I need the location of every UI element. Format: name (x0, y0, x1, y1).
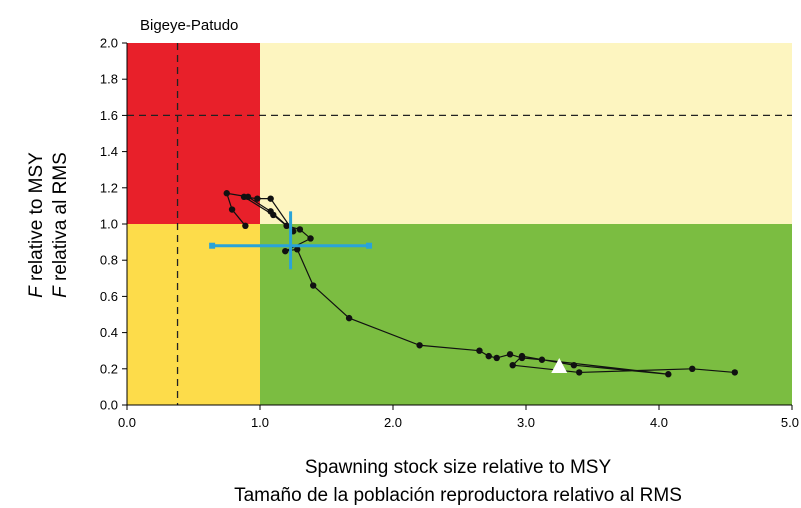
data-point (665, 371, 672, 378)
data-point (485, 352, 492, 360)
x-axis-title-en: Spawning stock size relative to MSY (305, 457, 612, 478)
series-layer (223, 190, 739, 378)
data-point (267, 208, 274, 215)
y-axis-title-es-rest: relativa al RMS (50, 152, 71, 286)
y-axis-title-es-italic: F (50, 285, 71, 298)
y-axis-title-es: F relativa al RMS (50, 152, 71, 298)
data-point (345, 314, 353, 322)
reference-lines-layer (127, 43, 792, 405)
data-point (576, 369, 583, 376)
x-axis-title-es: Tamaño de la población reproductora rela… (234, 485, 682, 506)
y-tick-label: 2.0 (100, 36, 118, 51)
y-axis-title-en: F relative to MSY (26, 152, 47, 298)
y-tick-label: 0.6 (100, 289, 118, 304)
data-point (689, 365, 696, 372)
confidence-interval-layer (209, 211, 373, 270)
x-tick-label: 3.0 (517, 415, 535, 430)
data-point (476, 347, 483, 354)
data-point (506, 351, 514, 358)
y-tick-label: 0.0 (100, 398, 118, 413)
data-point (244, 193, 252, 201)
x-tick-label: 0.0 (118, 415, 136, 430)
data-point (254, 195, 261, 202)
x-tick-label: 4.0 (650, 415, 668, 430)
data-point (282, 247, 289, 255)
zone-red (127, 43, 260, 224)
y-tick-label: 0.4 (100, 325, 118, 340)
ci-endcap (366, 242, 373, 249)
y-tick-label: 1.6 (100, 108, 118, 123)
data-point (267, 195, 274, 202)
data-point (242, 222, 249, 230)
data-point (538, 356, 546, 363)
data-point (294, 246, 301, 253)
y-axis-title-en-italic: F (26, 285, 47, 298)
data-point (518, 354, 526, 362)
data-point (296, 226, 304, 233)
data-point (416, 342, 423, 349)
data-point (283, 222, 290, 230)
ci-endcap (209, 242, 216, 249)
data-point (509, 361, 516, 369)
data-point (310, 282, 317, 289)
zone-yellow (127, 224, 260, 405)
data-point (307, 235, 314, 242)
y-tick-label: 1.2 (100, 180, 118, 195)
data-point (731, 369, 739, 376)
zone-green (260, 224, 792, 405)
data-point (493, 354, 500, 362)
y-tick-label: 0.8 (100, 253, 118, 268)
x-tick-label: 5.0 (781, 415, 799, 430)
x-tick-label: 2.0 (384, 415, 402, 430)
zone-light-yellow (260, 43, 792, 224)
chart-title: Bigeye-Patudo (140, 17, 238, 34)
x-tick-label: 1.0 (251, 415, 269, 430)
current-estimate-triangle (551, 357, 568, 373)
y-tick-label: 0.2 (100, 361, 118, 376)
y-tick-label: 1.4 (100, 144, 118, 159)
data-point (570, 361, 578, 369)
zones-layer (127, 43, 792, 405)
data-point (223, 190, 230, 197)
y-axis-title-en-rest: relative to MSY (26, 152, 47, 286)
y-tick-label: 1.8 (100, 72, 118, 87)
y-tick-label: 1.0 (100, 217, 118, 232)
data-point (228, 206, 236, 213)
axes-layer: 0.0 0.2 0.4 0.6 0.8 1.0 1.2 1.4 1.6 1.8 2.0 0.0 1.0 2… (100, 36, 799, 431)
